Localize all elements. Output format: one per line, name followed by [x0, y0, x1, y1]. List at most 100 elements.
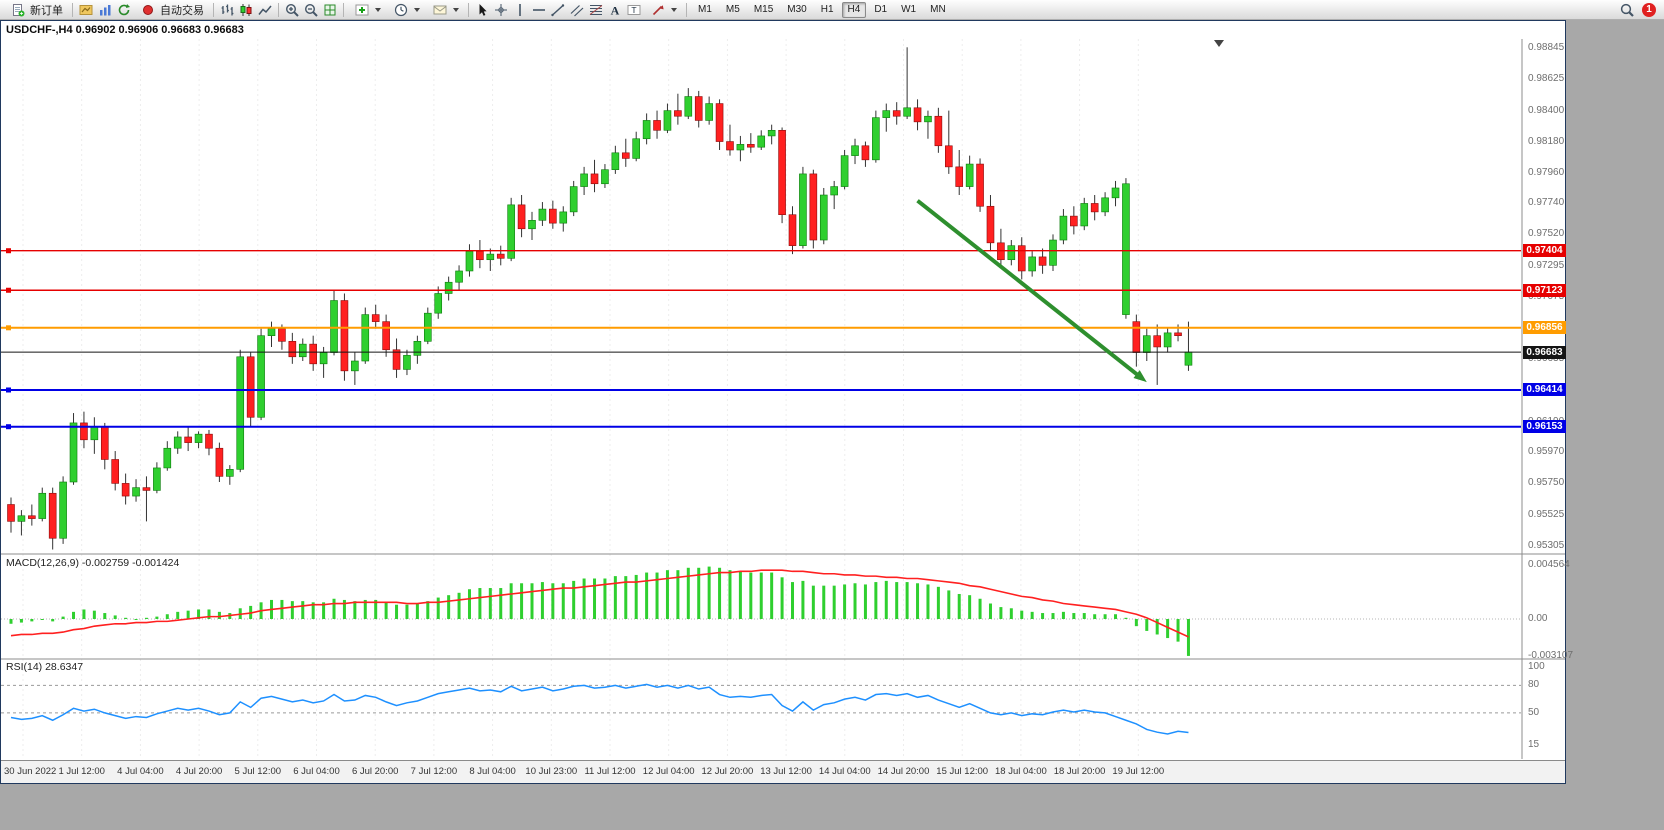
macd-histogram-bar — [405, 604, 409, 619]
time-axis-label: 8 Jul 04:00 — [469, 766, 516, 777]
macd-histogram-bar — [426, 601, 430, 619]
cursor-icon[interactable] — [473, 1, 491, 19]
macd-histogram-bar — [853, 583, 857, 619]
rsi-axis-label: 100 — [1528, 661, 1545, 672]
macd-histogram-bar — [936, 586, 940, 619]
candle — [892, 102, 901, 125]
candle — [59, 476, 67, 544]
zoom-out-icon[interactable] — [302, 1, 320, 19]
candle — [976, 158, 984, 212]
macd-histogram-bar — [176, 611, 180, 619]
macd-histogram-bar — [186, 610, 190, 619]
macd-histogram-bar — [374, 599, 378, 619]
candle — [309, 335, 317, 371]
macd-histogram-bar — [19, 619, 23, 623]
vertical-line-icon[interactable] — [511, 1, 529, 19]
chevron-down-icon — [414, 7, 420, 12]
candle — [17, 510, 26, 536]
macd-histogram-bar — [686, 567, 690, 619]
hline-object-0.97404[interactable] — [1, 248, 1521, 254]
notification-badge[interactable]: 1 — [1642, 2, 1656, 17]
text-icon[interactable]: A — [606, 1, 624, 19]
time-axis-label: 1 Jul 12:00 — [58, 766, 105, 777]
time-axis-label: 10 Jul 23:00 — [525, 766, 578, 777]
candle — [121, 473, 130, 505]
timeframe-button-H4[interactable]: H4 — [841, 1, 867, 18]
macd-histogram-bar — [134, 619, 138, 620]
crosshair-icon[interactable] — [492, 1, 510, 19]
svg-text:A: A — [611, 3, 620, 17]
hline-object-0.96153[interactable] — [1, 424, 1521, 430]
tick-chart-icon[interactable] — [96, 1, 114, 19]
candle — [549, 200, 557, 229]
macd-histogram-bar — [51, 619, 55, 622]
timeframe-button-MN[interactable]: MN — [924, 2, 952, 18]
macd-histogram-bar — [1082, 613, 1086, 619]
candle — [382, 314, 390, 357]
macd-histogram-bar — [593, 578, 597, 619]
macd-histogram-bar — [1030, 611, 1034, 619]
grid-icon[interactable] — [321, 1, 339, 19]
macd-histogram-bar — [1114, 614, 1118, 619]
candle — [830, 180, 838, 210]
macd-histogram-bar — [916, 583, 920, 619]
candlestick-chart-icon[interactable] — [237, 1, 255, 19]
candle — [194, 431, 203, 449]
timeframe-button-M15[interactable]: M15 — [748, 2, 779, 18]
candle — [236, 349, 245, 473]
chart-profile-icon[interactable] — [77, 1, 95, 19]
macd-histogram-bar — [1176, 619, 1180, 642]
rsi-axis-label: 80 — [1528, 679, 1540, 691]
time-axis[interactable]: 30 Jun 2022 1 Jul 12:00 4 Jul 04:00 4 Jul 2… — [1, 760, 1565, 783]
macd-histogram-bar — [72, 611, 76, 619]
periods-button[interactable] — [387, 1, 425, 19]
candle — [361, 307, 370, 364]
hline-object-0.96414[interactable] — [1, 387, 1521, 393]
macd-histogram-bar — [645, 572, 649, 619]
timeframe-button-M5[interactable]: M5 — [720, 2, 746, 18]
zoom-in-icon[interactable] — [283, 1, 301, 19]
candle — [496, 245, 505, 266]
price-axis-label: 0.98845 — [1528, 42, 1565, 53]
new-order-button[interactable]: 新订单 — [4, 1, 68, 19]
chart-window[interactable]: USDCHF-,H4 0.96902 0.96906 0.96683 0.966… — [0, 20, 1573, 784]
arrows-button[interactable] — [644, 1, 682, 19]
macd-histogram-bar — [1155, 619, 1159, 635]
hline-object-0.96856[interactable] — [1, 325, 1521, 331]
templates-button[interactable] — [426, 1, 464, 19]
hline-object-0.97123[interactable] — [1, 287, 1521, 293]
line-chart-icon[interactable] — [256, 1, 274, 19]
bar-chart-icon[interactable] — [218, 1, 236, 19]
candle — [736, 135, 745, 162]
horizontal-line-icon[interactable] — [530, 1, 548, 19]
fibonacci-icon[interactable] — [587, 1, 605, 19]
time-axis-label: 12 Jul 04:00 — [642, 766, 695, 777]
chart-shift-marker[interactable] — [1214, 40, 1224, 47]
macd-histogram-bar — [926, 584, 930, 619]
candle — [726, 124, 734, 156]
candle — [7, 497, 15, 533]
candle — [757, 130, 766, 150]
macd-histogram-bar — [759, 572, 763, 619]
timeframe-button-W1[interactable]: W1 — [895, 2, 922, 18]
equidistant-channel-icon[interactable] — [568, 1, 586, 19]
search-icon[interactable] — [1618, 1, 1636, 19]
price-axis-label: 0.95525 — [1528, 509, 1565, 521]
text-label-icon[interactable]: T — [625, 1, 643, 19]
autotrade-button[interactable]: 自动交易 — [134, 1, 209, 19]
timeframe-button-M30[interactable]: M30 — [781, 2, 812, 18]
candle — [684, 88, 693, 120]
indicators-button[interactable] — [348, 1, 386, 19]
timeframe-button-D1[interactable]: D1 — [868, 2, 893, 18]
toolbar-separ ator — [278, 2, 279, 17]
arrow-object[interactable] — [916, 199, 1147, 383]
timeframe-button-H1[interactable]: H1 — [815, 2, 840, 18]
macd-histogram-bar — [280, 599, 284, 619]
timeframe-button-M1[interactable]: M1 — [692, 2, 718, 18]
refresh-icon[interactable] — [115, 1, 133, 19]
chart-canvas[interactable] — [1, 21, 1565, 783]
macd-histogram-bar — [1072, 613, 1076, 619]
trendline-icon[interactable] — [549, 1, 567, 19]
macd-histogram-bar — [707, 566, 711, 619]
candle — [569, 180, 578, 217]
